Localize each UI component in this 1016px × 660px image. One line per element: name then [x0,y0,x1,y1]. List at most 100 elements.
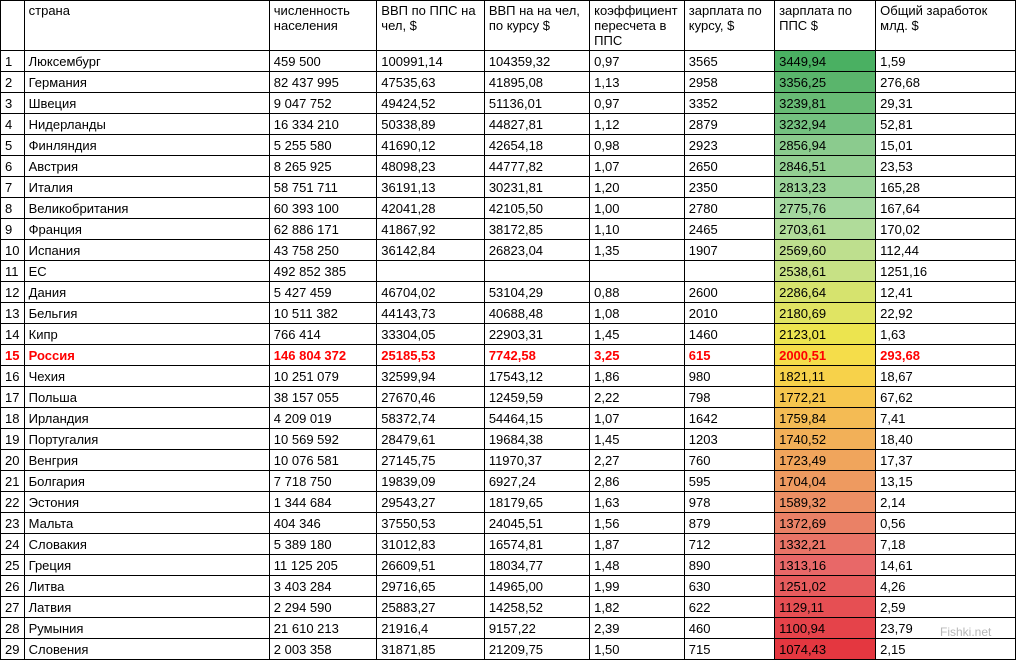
cell-gdp-rate: 7742,58 [484,345,589,366]
cell-gdp-ppp: 28479,61 [377,429,485,450]
table-row: 12Дания5 427 45946704,0253104,290,882600… [1,282,1016,303]
cell-salary-ppp: 1313,16 [775,555,876,576]
cell-gdp-ppp: 29716,65 [377,576,485,597]
cell-coeff: 0,97 [590,51,685,72]
cell-salary-ppp: 3239,81 [775,93,876,114]
cell-salary-rate: 595 [684,471,774,492]
cell-idx: 22 [1,492,25,513]
cell-gdp-ppp: 36191,13 [377,177,485,198]
cell-total: 293,68 [876,345,1016,366]
cell-salary-rate [684,261,774,282]
cell-total: 52,81 [876,114,1016,135]
header-idx [1,1,25,51]
cell-salary-ppp: 2846,51 [775,156,876,177]
cell-population: 58 751 711 [269,177,377,198]
cell-country: Польша [24,387,269,408]
cell-coeff: 1,35 [590,240,685,261]
cell-country: ЕС [24,261,269,282]
cell-salary-ppp: 1100,94 [775,618,876,639]
cell-total: 7,41 [876,408,1016,429]
cell-country: Словакия [24,534,269,555]
cell-salary-ppp: 1251,02 [775,576,876,597]
cell-total: 165,28 [876,177,1016,198]
cell-total: 29,31 [876,93,1016,114]
cell-coeff: 1,45 [590,324,685,345]
cell-coeff: 1,45 [590,429,685,450]
cell-total: 0,56 [876,513,1016,534]
table-row: 1Люксембург459 500100991,14104359,320,97… [1,51,1016,72]
cell-coeff: 0,98 [590,135,685,156]
cell-coeff: 1,87 [590,534,685,555]
cell-coeff: 2,22 [590,387,685,408]
cell-salary-rate: 1907 [684,240,774,261]
cell-coeff: 1,82 [590,597,685,618]
cell-population: 10 076 581 [269,450,377,471]
cell-idx: 21 [1,471,25,492]
cell-country: Греция [24,555,269,576]
cell-idx: 23 [1,513,25,534]
cell-gdp-rate: 40688,48 [484,303,589,324]
header-salary-rate: зарплата по курсу, $ [684,1,774,51]
cell-total: 1,63 [876,324,1016,345]
cell-total: 15,01 [876,135,1016,156]
cell-population: 1 344 684 [269,492,377,513]
cell-total: 2,15 [876,639,1016,660]
cell-coeff: 1,13 [590,72,685,93]
cell-salary-ppp: 1589,32 [775,492,876,513]
cell-gdp-rate: 54464,15 [484,408,589,429]
cell-total: 23,53 [876,156,1016,177]
cell-population: 10 511 382 [269,303,377,324]
cell-country: Кипр [24,324,269,345]
table-row: 23Мальта404 34637550,5324045,511,5687913… [1,513,1016,534]
cell-salary-rate: 1642 [684,408,774,429]
cell-country: Великобритания [24,198,269,219]
cell-coeff: 1,48 [590,555,685,576]
cell-population: 146 804 372 [269,345,377,366]
cell-population: 459 500 [269,51,377,72]
cell-salary-rate: 715 [684,639,774,660]
cell-country: Люксембург [24,51,269,72]
cell-salary-ppp: 1332,21 [775,534,876,555]
cell-gdp-ppp: 31012,83 [377,534,485,555]
cell-population: 62 886 171 [269,219,377,240]
cell-idx: 14 [1,324,25,345]
table-row: 28Румыния21 610 21321916,49157,222,39460… [1,618,1016,639]
cell-idx: 12 [1,282,25,303]
cell-population: 3 403 284 [269,576,377,597]
cell-gdp-ppp: 48098,23 [377,156,485,177]
cell-population: 5 389 180 [269,534,377,555]
cell-population: 5 255 580 [269,135,377,156]
cell-idx: 1 [1,51,25,72]
cell-country: Нидерланды [24,114,269,135]
cell-gdp-rate: 30231,81 [484,177,589,198]
cell-gdp-rate: 104359,32 [484,51,589,72]
cell-salary-rate: 760 [684,450,774,471]
cell-idx: 10 [1,240,25,261]
cell-salary-rate: 615 [684,345,774,366]
cell-salary-rate: 3352 [684,93,774,114]
cell-gdp-ppp: 44143,73 [377,303,485,324]
cell-coeff: 1,07 [590,156,685,177]
cell-country: Чехия [24,366,269,387]
cell-idx: 9 [1,219,25,240]
cell-gdp-rate: 41895,08 [484,72,589,93]
cell-coeff: 1,08 [590,303,685,324]
cell-coeff: 1,63 [590,492,685,513]
cell-salary-rate: 2780 [684,198,774,219]
cell-salary-ppp: 1372,69 [775,513,876,534]
cell-salary-ppp: 2569,60 [775,240,876,261]
cell-idx: 27 [1,597,25,618]
cell-country: Португалия [24,429,269,450]
cell-population: 11 125 205 [269,555,377,576]
cell-gdp-ppp: 58372,74 [377,408,485,429]
cell-population: 60 393 100 [269,198,377,219]
cell-country: Бельгия [24,303,269,324]
cell-country: Литва [24,576,269,597]
cell-gdp-rate: 24045,51 [484,513,589,534]
cell-salary-rate: 2879 [684,114,774,135]
cell-salary-ppp: 2703,61 [775,219,876,240]
cell-coeff: 1,12 [590,114,685,135]
cell-gdp-rate: 11970,37 [484,450,589,471]
cell-idx: 26 [1,576,25,597]
cell-coeff: 2,39 [590,618,685,639]
